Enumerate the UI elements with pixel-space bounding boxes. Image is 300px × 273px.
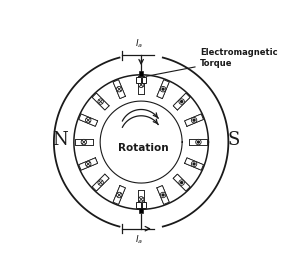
Polygon shape — [75, 139, 93, 145]
Polygon shape — [138, 76, 144, 94]
Circle shape — [162, 194, 164, 196]
Bar — [142, 77, 146, 83]
Text: $I_a$: $I_a$ — [135, 234, 143, 247]
Bar — [139, 71, 143, 76]
Circle shape — [138, 197, 144, 202]
Polygon shape — [190, 139, 207, 145]
Polygon shape — [92, 174, 109, 191]
Circle shape — [160, 87, 166, 92]
Polygon shape — [113, 186, 125, 204]
Bar — [139, 208, 143, 213]
Circle shape — [162, 88, 164, 90]
Circle shape — [181, 101, 183, 103]
Polygon shape — [173, 174, 190, 191]
Text: $I_a$: $I_a$ — [135, 38, 143, 50]
Circle shape — [98, 180, 103, 185]
Circle shape — [85, 117, 91, 123]
Circle shape — [98, 99, 103, 104]
Circle shape — [197, 141, 200, 143]
Text: Electromagnetic
Torque: Electromagnetic Torque — [200, 48, 278, 68]
Circle shape — [81, 139, 87, 145]
Circle shape — [196, 139, 201, 145]
Text: S: S — [227, 131, 240, 149]
Polygon shape — [185, 158, 203, 170]
Circle shape — [138, 82, 144, 88]
Polygon shape — [173, 93, 190, 110]
Polygon shape — [79, 114, 98, 126]
Polygon shape — [92, 93, 109, 110]
Text: N: N — [52, 131, 68, 149]
Circle shape — [191, 161, 197, 167]
Circle shape — [116, 87, 122, 92]
Text: Rotation: Rotation — [118, 143, 169, 153]
Circle shape — [179, 99, 184, 104]
Circle shape — [85, 161, 91, 167]
Bar — [142, 202, 146, 208]
Circle shape — [179, 180, 184, 185]
Polygon shape — [185, 114, 203, 126]
Bar — [136, 77, 141, 83]
Bar — [136, 202, 141, 208]
Circle shape — [181, 182, 183, 183]
Polygon shape — [138, 191, 144, 208]
Circle shape — [193, 163, 195, 165]
Circle shape — [160, 192, 166, 198]
Polygon shape — [79, 158, 98, 170]
Polygon shape — [157, 80, 169, 99]
Polygon shape — [157, 186, 169, 204]
Polygon shape — [113, 80, 125, 99]
Circle shape — [116, 192, 122, 198]
Circle shape — [193, 119, 195, 121]
Circle shape — [191, 117, 197, 123]
